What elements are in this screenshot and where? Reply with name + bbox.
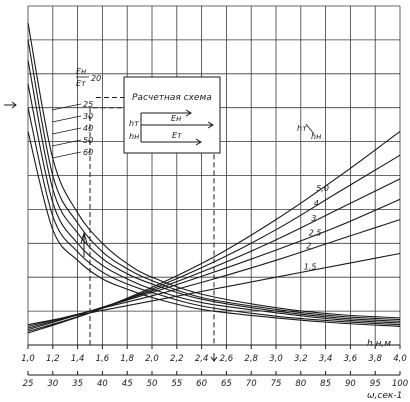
x-top-axis-label: h н,м bbox=[367, 339, 391, 349]
inset-label-ht: hт bbox=[129, 119, 139, 128]
x-bottom-tick-label: 45 bbox=[122, 379, 133, 389]
upper-curve-leader-60 bbox=[51, 151, 82, 159]
upper-curve-30 bbox=[27, 60, 401, 322]
x-top-tick-label: 3,2 bbox=[294, 354, 308, 364]
upper-curve-leader-25 bbox=[51, 103, 82, 111]
x-bottom-tick-label: 30 bbox=[47, 379, 58, 389]
upper-label-first: 20 bbox=[91, 74, 101, 83]
upper-curve-label-40: 40 bbox=[83, 124, 93, 133]
lower-label-hn: hн bbox=[311, 132, 321, 141]
x-top-tick-label: 3,8 bbox=[368, 354, 382, 364]
x-top-tick-label: 2,6 bbox=[220, 354, 234, 364]
x-bottom-tick-label: 60 bbox=[196, 379, 207, 389]
x-bottom-axis-label: ω,сек-1 bbox=[367, 391, 402, 401]
x-top-tick-label: 2,4 bbox=[195, 354, 209, 364]
x-top-tick-label: 1,2 bbox=[46, 354, 60, 364]
x-top-tick-label: 3,0 bbox=[269, 354, 283, 364]
inset-arrowhead-mid bbox=[207, 121, 214, 129]
lower-curve-label-1,5: 1,5 bbox=[304, 262, 317, 271]
upper-curve-label-30: 30 bbox=[83, 112, 93, 121]
x-top-tick-label: 3,4 bbox=[319, 354, 333, 364]
lower-curve-label-2: 2 bbox=[306, 241, 311, 250]
x-bottom-tick-label: 90 bbox=[345, 379, 356, 389]
upper-curve-label-25: 25 bbox=[83, 100, 93, 109]
x-top-tick-label: 1,8 bbox=[120, 354, 134, 364]
inset-label-et: Ет bbox=[172, 131, 182, 140]
lower-family-header: hт hн bbox=[297, 123, 321, 141]
upper-curve-label-50: 50 bbox=[83, 136, 93, 145]
lower-label-bar bbox=[305, 123, 315, 135]
upper-curve-40 bbox=[27, 83, 401, 324]
x-bottom-tick-label: 75 bbox=[271, 379, 282, 389]
x-bottom-tick-label: 35 bbox=[72, 379, 83, 389]
inset-title: Расчетная схема bbox=[132, 93, 212, 103]
upper-label-et: Ет bbox=[76, 79, 86, 88]
x-bottom-tick-label: 40 bbox=[97, 379, 108, 389]
upper-curve-leader-30 bbox=[51, 115, 82, 123]
x-top-tick-label: 2,8 bbox=[244, 354, 258, 364]
inset-arrowhead-top bbox=[185, 109, 192, 117]
upper-curve-leader-50 bbox=[51, 139, 82, 147]
inset-label-hn: hн bbox=[129, 132, 139, 141]
inset-scheme: Расчетная схема hт hн Ен Ет bbox=[123, 76, 221, 154]
inset-arrowhead-bottom bbox=[195, 138, 202, 146]
x-top-tick-label: 1,6 bbox=[96, 354, 110, 364]
x-top-tick-label: 2,2 bbox=[170, 354, 184, 364]
upper-curve-label-60: 60 bbox=[83, 148, 93, 157]
x-bottom-tick-label: 65 bbox=[221, 379, 232, 389]
x-bottom-tick-label: 80 bbox=[295, 379, 306, 389]
upper-curve-50 bbox=[27, 107, 401, 326]
x-top-tick-label: 2,0 bbox=[145, 354, 159, 364]
upper-family-header: Ен Ет 20 bbox=[76, 67, 101, 88]
x-bottom-tick-label: 25 bbox=[23, 379, 34, 389]
upper-curve-leader-40 bbox=[51, 127, 82, 135]
x-top-tick-label: 3,6 bbox=[344, 354, 358, 364]
lower-label-ht: hт bbox=[297, 124, 307, 133]
x-bottom-tick-label: 50 bbox=[147, 379, 158, 389]
upper-curve-60 bbox=[27, 131, 401, 327]
x-bottom-tick-label: 95 bbox=[370, 379, 381, 389]
lower-curve-label-4: 4 bbox=[314, 199, 319, 208]
x-top-tick-label: 4,0 bbox=[393, 354, 407, 364]
axes: 1,0 1,2 1,4 1,6 1,8 2,0 2,2 2,4 2,6 2,8 3,0 3,2 3,4 3… bbox=[21, 344, 408, 389]
upper-curve-25 bbox=[27, 39, 401, 321]
x-bottom-tick-label: 70 bbox=[246, 379, 257, 389]
inset-label-en: Ен bbox=[171, 114, 181, 123]
x-bottom-tick-label: 55 bbox=[171, 379, 182, 389]
x-bottom-tick-label: 100 bbox=[392, 379, 408, 389]
x-bottom-tick-label: 85 bbox=[320, 379, 331, 389]
lower-curve-label-5,0: 5,0 bbox=[316, 184, 329, 193]
x-top-tick-label: 1,4 bbox=[71, 354, 85, 364]
lower-curve-label-2,5: 2,5 bbox=[309, 229, 322, 238]
lower-curve-label-3: 3 bbox=[311, 214, 316, 223]
left-marker-arrow bbox=[4, 101, 17, 109]
x-top-tick-label: 1,0 bbox=[21, 354, 35, 364]
upper-curve-20 bbox=[27, 22, 401, 319]
inset-frame bbox=[123, 76, 221, 154]
example-up-arrow bbox=[80, 231, 88, 257]
upper-label-en: Ен bbox=[76, 67, 86, 76]
example-down-arrow bbox=[210, 353, 218, 362]
